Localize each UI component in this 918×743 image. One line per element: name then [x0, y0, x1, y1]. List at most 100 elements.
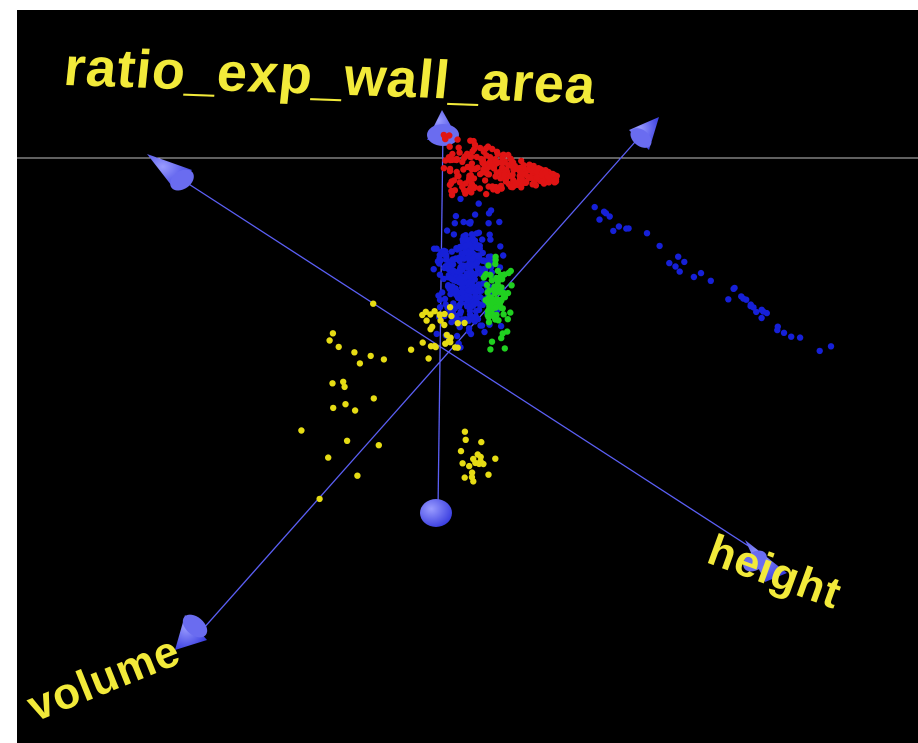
data-point [468, 181, 476, 188]
data-point [487, 346, 494, 353]
data-point [440, 165, 448, 172]
z-axis-label: volume [20, 626, 187, 731]
data-point [452, 255, 459, 262]
data-point [489, 183, 496, 190]
data-point [539, 178, 546, 185]
data-point [436, 311, 443, 318]
data-point [477, 322, 484, 329]
data-point [478, 438, 485, 446]
data-point [330, 404, 337, 412]
data-point [466, 462, 473, 470]
data-point [485, 253, 492, 260]
data-point [423, 317, 430, 324]
data-point [492, 253, 499, 260]
data-point [465, 325, 473, 332]
data-point [758, 306, 765, 313]
data-point [375, 442, 382, 449]
data-point [436, 296, 444, 304]
data-point [485, 210, 493, 217]
data-point [442, 135, 449, 143]
data-point [463, 270, 471, 277]
data-point [470, 478, 477, 485]
data-point [440, 275, 447, 282]
data-point [492, 260, 499, 268]
data-point [516, 168, 524, 175]
data-point [643, 230, 651, 237]
data-point [356, 360, 364, 367]
data-point [474, 451, 481, 458]
data-point [454, 136, 461, 143]
data-point [480, 165, 488, 172]
data-point [479, 236, 486, 243]
data-point [456, 302, 463, 309]
data-point [471, 316, 478, 323]
data-point [454, 320, 461, 327]
data-point [463, 150, 471, 157]
data-point [433, 330, 440, 338]
data-point [446, 165, 454, 173]
data-point [351, 407, 359, 414]
data-point [448, 312, 455, 320]
data-point [484, 143, 492, 150]
data-point [492, 158, 500, 165]
data-point [448, 178, 455, 185]
data-point [407, 346, 415, 353]
data-point [480, 460, 487, 468]
data-point [455, 172, 462, 180]
data-point [298, 427, 305, 434]
data-point [512, 180, 519, 187]
data-point [501, 171, 508, 178]
data-point [470, 175, 478, 182]
data-point [325, 454, 332, 461]
data-point [508, 282, 515, 289]
data-point [498, 185, 505, 192]
data-point [462, 190, 469, 197]
data-point [463, 236, 471, 243]
data-point [484, 312, 491, 319]
data-point [551, 177, 559, 184]
scatter-3d-plot[interactable]: ratio_exp_wall_area height volume [17, 10, 918, 743]
data-point [483, 190, 490, 198]
data-point [419, 339, 426, 346]
data-point [450, 267, 457, 274]
plot-viewport[interactable]: ratio_exp_wall_area height volume [17, 10, 918, 743]
data-point [509, 171, 516, 178]
data-point [476, 144, 484, 152]
data-point [430, 266, 437, 273]
axes-group [147, 110, 787, 650]
data-point [492, 290, 499, 297]
data-point [453, 287, 460, 295]
data-point [747, 302, 754, 310]
data-point [499, 164, 506, 171]
data-point [666, 259, 673, 267]
volume-axis-line [194, 141, 636, 639]
data-point [485, 319, 493, 326]
data-point [466, 249, 473, 257]
data-point [452, 212, 460, 220]
data-point [469, 148, 476, 155]
data-point [476, 287, 483, 295]
data-point [492, 173, 499, 180]
data-point [675, 253, 682, 260]
data-point [493, 148, 501, 155]
data-point [468, 189, 475, 196]
data-point [610, 227, 617, 235]
data-point [341, 383, 348, 391]
data-point [505, 269, 512, 277]
data-point [437, 317, 444, 324]
data-point [473, 259, 481, 267]
data-point [439, 289, 446, 296]
data-point [316, 495, 323, 503]
data-point [475, 229, 483, 236]
data-point [453, 332, 461, 340]
data-point [444, 265, 451, 272]
data-point [500, 252, 507, 259]
data-point [496, 301, 503, 308]
data-point [436, 271, 444, 278]
data-point [329, 380, 336, 387]
data-point [326, 337, 333, 344]
data-point [441, 310, 448, 318]
data-point [481, 177, 489, 184]
data-point [461, 319, 468, 327]
data-point [437, 257, 444, 264]
